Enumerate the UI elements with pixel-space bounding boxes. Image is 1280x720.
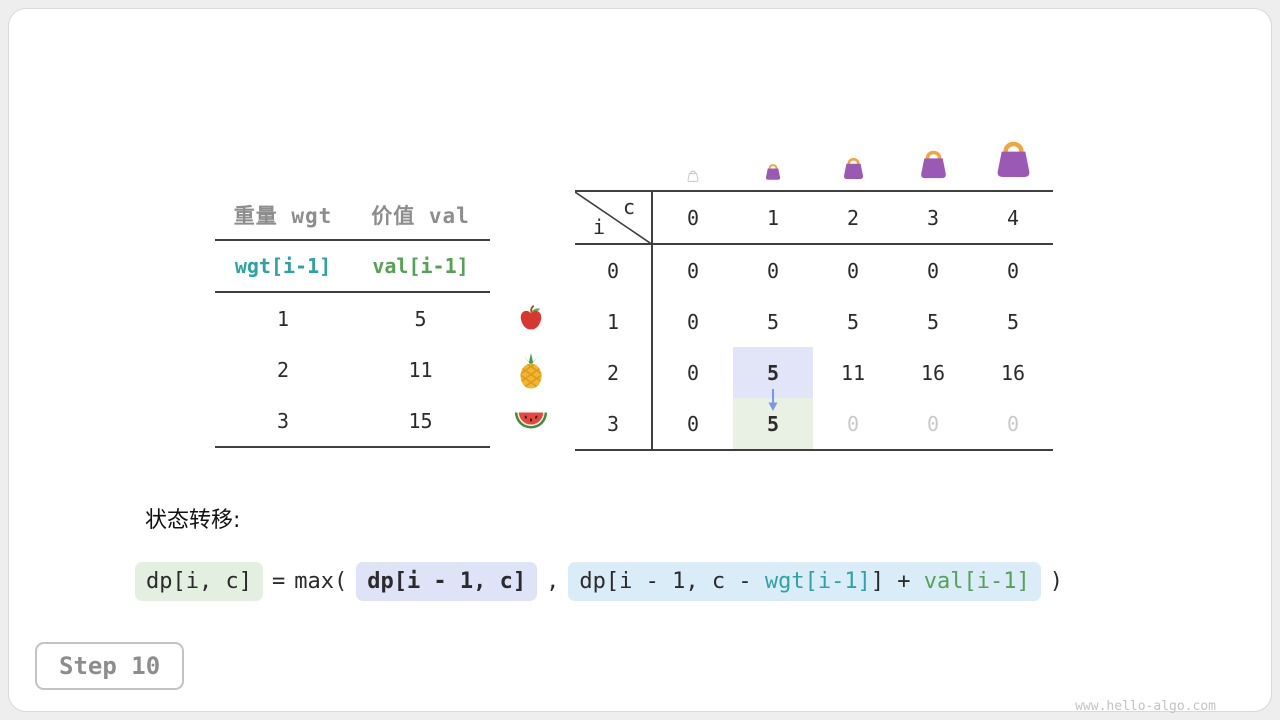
dp-row-variable: i — [593, 215, 606, 239]
apple-icon — [517, 304, 545, 336]
dp-cell: 0 — [686, 258, 700, 283]
bag-medium-icon — [840, 155, 867, 186]
diagonal-divider — [575, 192, 653, 245]
dp-corner-cell: c i — [575, 192, 653, 245]
formula-close-paren: ) — [1049, 568, 1064, 594]
formula-take-mid: ] + — [870, 568, 924, 594]
state-transition-formula: dp[i, c] = max( dp[i - 1, c] , dp[i - 1,… — [135, 560, 1063, 602]
item-weight-cell: 2 — [276, 357, 290, 382]
dp-cell: 0 — [686, 360, 700, 385]
formula-take-option: dp[i - 1, c - wgt[i-1]] + val[i-1] — [568, 561, 1041, 601]
dp-col-header: 3 — [893, 192, 973, 245]
formula-wgt-term: wgt[i-1] — [764, 568, 871, 594]
item-weight-cell: 1 — [276, 306, 290, 331]
item-value-cell: 5 — [414, 306, 427, 331]
formula-take-prefix: dp[i - 1, c - — [579, 568, 765, 594]
item-table: 重量 wgt 价值 val wgt[i-1] val[i-1] 1 5 2 11… — [215, 190, 490, 448]
bag-outline-tiny-icon — [686, 168, 700, 187]
transition-label: 状态转移: — [145, 508, 241, 533]
item-weight-cell: 3 — [276, 408, 290, 433]
dp-cell: 16 — [1000, 360, 1026, 385]
dp-row-label: 2 — [575, 347, 653, 398]
item-weight-header: 重量 wgt — [215, 190, 351, 241]
dp-cell: 0 — [926, 411, 940, 436]
dp-cell: 0 — [1006, 411, 1020, 436]
item-value-subheader: val[i-1] — [351, 241, 490, 293]
step-label: Step 10 — [59, 652, 161, 680]
dp-row-label: 1 — [575, 296, 653, 347]
item-value-cell: 11 — [408, 357, 433, 382]
dp-cell: 5 — [926, 309, 940, 334]
formula-equals: = — [271, 568, 286, 594]
item-value-header: 价值 val — [351, 190, 490, 241]
item-weight-subheader: wgt[i-1] — [215, 241, 351, 293]
dp-table: c i 0 1 2 3 4 0 0 0 0 0 0 1 0 5 5 5 5 2 … — [575, 190, 1053, 451]
step-badge: Step 10 — [35, 642, 185, 690]
formula-keep-option: dp[i - 1, c] — [356, 561, 538, 601]
dp-cell: 11 — [840, 360, 866, 385]
dp-cell: 0 — [686, 411, 700, 436]
dp-row-label: 3 — [575, 398, 653, 449]
dp-cell: 5 — [846, 309, 860, 334]
transition-arrow-icon — [768, 389, 778, 411]
dp-cell: 0 — [1006, 258, 1020, 283]
bag-small-icon — [763, 162, 783, 186]
dp-col-header: 2 — [813, 192, 893, 245]
dp-cell: 0 — [766, 258, 780, 283]
formula-val-term: val[i-1] — [923, 568, 1030, 594]
formula-comma: , — [546, 568, 560, 594]
dp-cell: 16 — [920, 360, 946, 385]
dp-col-header: 0 — [653, 192, 733, 245]
dp-cell: 0 — [926, 258, 940, 283]
dp-row-label: 0 — [575, 245, 653, 296]
dp-cell: 0 — [846, 411, 860, 436]
pineapple-icon — [516, 352, 546, 394]
watermelon-icon — [514, 408, 548, 437]
dp-col-header: 4 — [973, 192, 1053, 245]
bag-large-icon — [916, 147, 951, 186]
formula-max-open: max( — [294, 568, 348, 594]
watermark: www.hello-algo.com — [1075, 699, 1216, 714]
dp-cell: 0 — [686, 309, 700, 334]
dp-cell: 0 — [846, 258, 860, 283]
dp-col-variable: c — [622, 195, 635, 219]
dp-col-header: 1 — [733, 192, 813, 245]
item-value-cell: 15 — [408, 408, 433, 433]
dp-cell: 5 — [1006, 309, 1020, 334]
dp-cell: 5 — [766, 309, 780, 334]
formula-dp-target: dp[i, c] — [135, 561, 263, 601]
bag-xlarge-icon — [991, 137, 1036, 186]
